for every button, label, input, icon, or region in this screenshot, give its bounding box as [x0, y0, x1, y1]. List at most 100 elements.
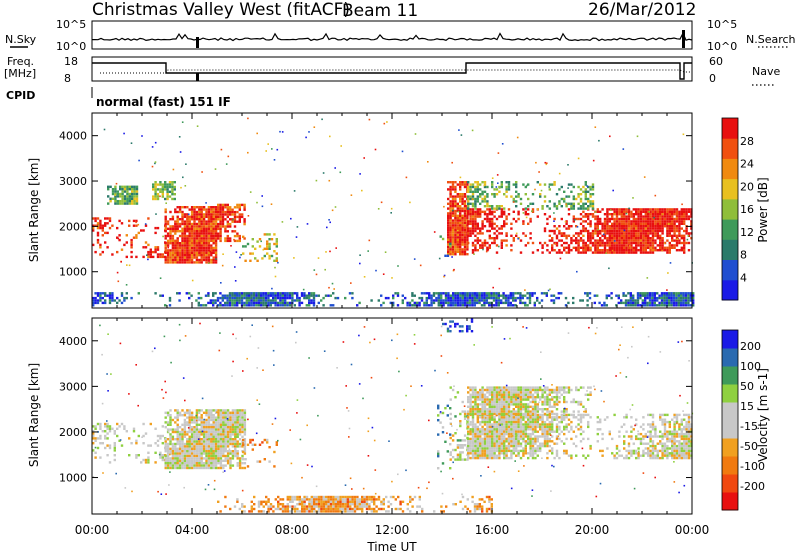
- power-echo-region: [467, 208, 693, 254]
- velocity-colorbar-label: Velocity [m s-1]: [756, 368, 770, 462]
- velocity-xlabel: Time UT: [366, 540, 417, 554]
- nave-label: Nave: [752, 65, 780, 78]
- nave-tick-top: 60: [709, 55, 723, 68]
- freq-label-line1: Freq.: [7, 55, 34, 68]
- velocity-colorbar-swatch: [722, 366, 738, 385]
- velocity-colorbar-tick: -15: [740, 420, 758, 433]
- frequency-series: [92, 62, 692, 80]
- velocity-echo-region: [449, 386, 469, 461]
- noise-tick-top-right: 10^5: [707, 18, 737, 31]
- xtick-label: 12:00: [375, 523, 410, 537]
- power-echo-region: [107, 185, 139, 205]
- power-colorbar-tick: 12: [740, 226, 754, 239]
- velocity-ytick-label: 1000: [59, 472, 87, 485]
- xtick-label: 00:00: [75, 523, 110, 537]
- power-colorbar-tick: 8: [740, 249, 747, 262]
- power-echo-region: [92, 217, 167, 259]
- velocity-colorbar-swatch: [722, 474, 738, 493]
- xtick-label: 20:00: [575, 523, 610, 537]
- power-ytick-label: 1000: [59, 266, 87, 279]
- cpid-label: CPID: [6, 89, 35, 102]
- velocity-echo-region: [242, 438, 278, 468]
- velocity-echo-region: [467, 386, 592, 416]
- velocity-ytick-label: 2000: [59, 426, 87, 439]
- velocity-colorbar-swatch: [722, 420, 738, 439]
- velocity-colorbar-swatch: [722, 402, 738, 421]
- power-echo-region: [439, 235, 452, 257]
- power-ytick-label: 3000: [59, 175, 87, 188]
- velocity-panel: 1000 2000 3000 4000 00:00 04:00 08:00 12:00 16:0…: [27, 317, 710, 554]
- nave-series: [100, 69, 692, 74]
- power-ytick-label: 4000: [59, 130, 87, 143]
- velocity-colorbar-swatch: [722, 348, 738, 367]
- station-title: Christmas Valley West (fitACF): [92, 0, 350, 20]
- freq-label-line2: [MHz]: [4, 67, 36, 80]
- velocity-echo-region: [442, 318, 474, 333]
- velocity-colorbar-swatch: [722, 438, 738, 457]
- frequency-strip: Freq. [MHz] 18 8 60 0 Nave: [4, 55, 780, 86]
- velocity-colorbar-tick: 50: [740, 380, 754, 393]
- power-scatter: [97, 117, 693, 292]
- date-label: 26/Mar/2012: [588, 0, 696, 20]
- nsearch-label: N.Search: [746, 33, 796, 46]
- velocity-scatter: [92, 322, 694, 498]
- velocity-ytick-label: 4000: [59, 335, 87, 348]
- power-colorbar-tick: 16: [740, 203, 754, 216]
- power-data: [92, 117, 695, 307]
- noise-tick-top-left: 10^5: [56, 18, 86, 31]
- freq-tick-bottom: 8: [64, 72, 71, 85]
- velocity-echo-region: [467, 413, 693, 460]
- xtick-label: 08:00: [275, 523, 310, 537]
- power-colorbar: Power [dB] 4 8 12 16 20 24 28: [721, 117, 770, 301]
- velocity-colorbar-swatch: [722, 456, 738, 475]
- velocity-colorbar-tick: 15: [740, 400, 754, 413]
- power-colorbar-swatch: [722, 219, 738, 240]
- velocity-colorbar-tick: -100: [740, 460, 765, 473]
- velocity-colorbar-tick: 200: [740, 340, 761, 353]
- power-colorbar-swatch: [722, 239, 738, 260]
- velocity-colorbar-tick: -200: [740, 480, 765, 493]
- cpid-value: normal (fast) 151 IF: [96, 95, 231, 109]
- power-echo-region: [164, 206, 218, 264]
- power-echo-region: [217, 203, 246, 243]
- power-echo-region: [92, 292, 695, 307]
- power-colorbar-tick: 4: [740, 271, 747, 284]
- beam-label: Beam 11: [342, 1, 418, 21]
- freq-tick-top: 18: [64, 55, 78, 68]
- nsky-label: N.Sky: [5, 33, 37, 46]
- velocity-echo-region: [437, 404, 452, 470]
- noise-tick-bottom-right: 10^0: [707, 40, 737, 53]
- velocity-colorbar-swatch: [722, 492, 738, 511]
- velocity-ytick-label: 3000: [59, 380, 87, 393]
- power-colorbar-swatch: [722, 138, 738, 159]
- power-echo-region: [152, 181, 176, 201]
- power-colorbar-tick: 24: [740, 158, 754, 171]
- velocity-echo-region: [164, 409, 247, 470]
- velocity-colorbar-swatch: [722, 330, 738, 349]
- power-colorbar-tick: 28: [740, 135, 754, 148]
- power-colorbar-swatch: [722, 279, 738, 301]
- power-panel: 1000 2000 3000 4000 Slant Range [km]: [27, 112, 695, 309]
- velocity-echo-region: [92, 422, 167, 464]
- velocity-colorbar: Velocity [m s-1] -200 -100 -50 -15 15 50 100 20…: [721, 329, 770, 511]
- power-colorbar-swatch: [722, 198, 738, 220]
- power-colorbar-swatch: [722, 178, 738, 200]
- velocity-echo-region: [217, 495, 493, 513]
- velocity-ylabel: Slant Range [km]: [27, 363, 41, 467]
- nave-tick-bottom: 0: [709, 72, 716, 85]
- xtick-label: 04:00: [175, 523, 210, 537]
- power-echo-region: [467, 181, 595, 210]
- velocity-colorbar-swatch: [722, 384, 738, 403]
- power-colorbar-swatch: [722, 118, 738, 139]
- power-colorbar-swatch: [722, 158, 738, 180]
- power-echo-region: [242, 233, 278, 262]
- velocity-colorbar-tick: 100: [740, 360, 761, 373]
- xtick-label: 00:00: [675, 523, 710, 537]
- xtick-label: 16:00: [475, 523, 510, 537]
- noise-strip: N.Sky 10^5 10^0 10^5 10^0 N.Search: [5, 18, 796, 53]
- noise-tick-bottom-left: 10^0: [56, 40, 86, 53]
- power-ylabel: Slant Range [km]: [27, 158, 41, 262]
- power-colorbar-tick: 20: [740, 180, 754, 193]
- velocity-colorbar-tick: -50: [740, 440, 758, 453]
- power-colorbar-swatch: [722, 259, 738, 281]
